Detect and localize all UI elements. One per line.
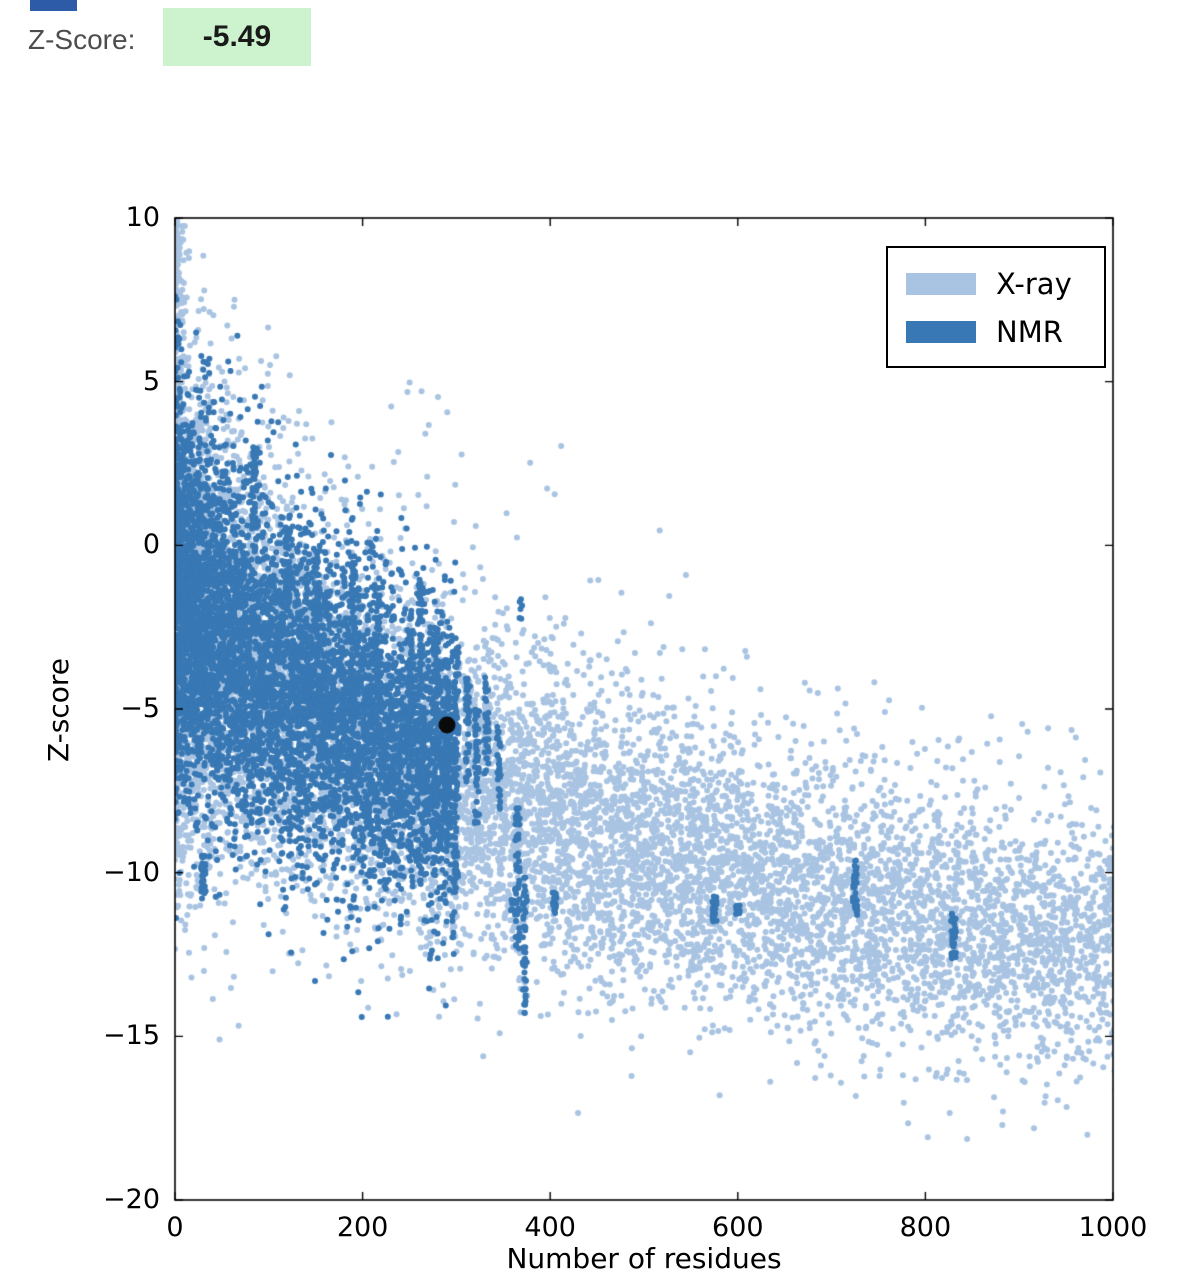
- legend-row-nmr: NMR: [888, 308, 1104, 356]
- y-tick-label: −15: [103, 1020, 160, 1052]
- legend-swatch: [906, 321, 976, 343]
- x-tick-label: 400: [524, 1212, 576, 1243]
- y-tick-label: 0: [142, 529, 160, 561]
- legend: X-ray NMR: [886, 246, 1106, 368]
- legend-label: X-ray: [996, 267, 1072, 301]
- legend-label: NMR: [996, 315, 1063, 349]
- x-tick-label: 600: [712, 1212, 764, 1243]
- x-axis-title: Number of residues: [506, 1242, 782, 1275]
- y-tick-label: −20: [103, 1184, 160, 1215]
- zscore-plot: 10 5 0 −5 −10 −15 −20 0 200 400 600 800 1000 Z-scor…: [0, 140, 1177, 1283]
- zscore-value: -5.49: [163, 8, 311, 66]
- legend-swatch: [906, 273, 976, 295]
- x-tick-label: 800: [899, 1212, 952, 1243]
- zscore-label: Z-Score:: [28, 24, 136, 55]
- y-tick-label: −10: [103, 856, 160, 888]
- y-tick-label: 5: [142, 365, 160, 397]
- y-axis-title: Z-score: [42, 657, 75, 763]
- x-tick-label: 200: [336, 1212, 389, 1243]
- y-tick-label: 10: [125, 202, 160, 233]
- y-tick-label: −5: [120, 693, 160, 724]
- x-tick-label: 0: [166, 1212, 184, 1243]
- logo-fragment: [30, 0, 77, 11]
- legend-row-xray: X-ray: [888, 260, 1104, 308]
- x-tick-label: 1000: [1078, 1212, 1148, 1243]
